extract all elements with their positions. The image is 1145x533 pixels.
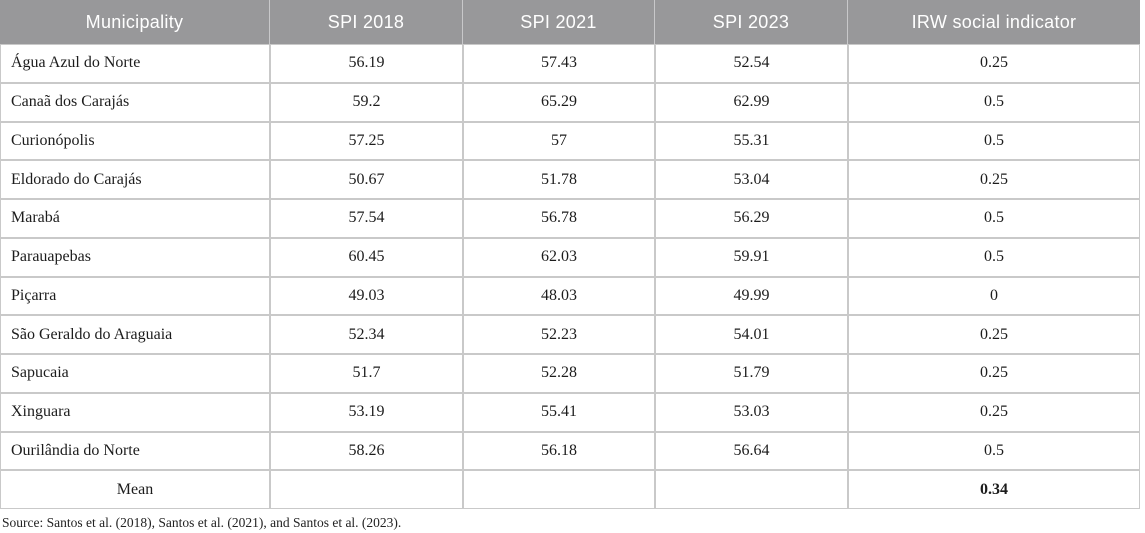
mean-spi-2018-cell <box>270 470 463 509</box>
cell-irw: 0.5 <box>848 199 1140 238</box>
cell-spi-2023: 53.03 <box>655 392 848 432</box>
cell-spi-2021: 52.28 <box>463 354 655 393</box>
cell-spi-2018: 60.45 <box>270 237 463 277</box>
table-row: Canaã dos Carajás 59.2 65.29 62.99 0.5 <box>0 82 1140 122</box>
cell-spi-2021: 51.78 <box>463 160 655 199</box>
cell-irw: 0.5 <box>848 121 1140 161</box>
cell-municipality: Ourilândia do Norte <box>0 431 270 471</box>
cell-spi-2018: 58.26 <box>270 431 463 471</box>
cell-spi-2021: 56.18 <box>463 431 655 471</box>
cell-irw: 0.25 <box>848 160 1140 199</box>
cell-spi-2018: 51.7 <box>270 354 463 393</box>
mean-row: Mean 0.34 <box>0 470 1140 509</box>
cell-irw: 0 <box>848 276 1140 316</box>
cell-spi-2018: 57.25 <box>270 121 463 161</box>
cell-municipality: Parauapebas <box>0 237 270 277</box>
table-footer-rows: Mean 0.34 <box>0 470 1140 509</box>
cell-irw: 0.25 <box>848 392 1140 432</box>
cell-spi-2018: 50.67 <box>270 160 463 199</box>
table-row: Xinguara 53.19 55.41 53.03 0.25 <box>0 392 1140 432</box>
table-row: Marabá 57.54 56.78 56.29 0.5 <box>0 199 1140 238</box>
table-row: Eldorado do Carajás 50.67 51.78 53.04 0.… <box>0 160 1140 199</box>
cell-spi-2018: 56.19 <box>270 44 463 83</box>
cell-spi-2023: 51.79 <box>655 354 848 393</box>
table-header: Municipality SPI 2018 SPI 2021 SPI 2023 … <box>0 0 1140 44</box>
cell-irw: 0.5 <box>848 82 1140 122</box>
cell-spi-2023: 52.54 <box>655 44 848 83</box>
cell-spi-2021: 55.41 <box>463 392 655 432</box>
mean-spi-2023-cell <box>655 470 848 509</box>
spi-municipality-table: Municipality SPI 2018 SPI 2021 SPI 2023 … <box>0 0 1140 509</box>
cell-municipality: Canaã dos Carajás <box>0 82 270 122</box>
table-row: Curionópolis 57.25 57 55.31 0.5 <box>0 121 1140 161</box>
cell-spi-2018: 59.2 <box>270 82 463 122</box>
cell-irw: 0.25 <box>848 315 1140 354</box>
table-row: Sapucaia 51.7 52.28 51.79 0.25 <box>0 354 1140 393</box>
cell-spi-2021: 56.78 <box>463 199 655 238</box>
cell-spi-2023: 56.29 <box>655 199 848 238</box>
cell-spi-2023: 54.01 <box>655 315 848 354</box>
cell-irw: 0.25 <box>848 44 1140 83</box>
cell-spi-2018: 52.34 <box>270 315 463 354</box>
table-row: Água Azul do Norte 56.19 57.43 52.54 0.2… <box>0 44 1140 83</box>
cell-municipality: Xinguara <box>0 392 270 432</box>
table-body: Água Azul do Norte 56.19 57.43 52.54 0.2… <box>0 44 1140 471</box>
cell-spi-2018: 49.03 <box>270 276 463 316</box>
cell-irw: 0.25 <box>848 354 1140 393</box>
cell-spi-2018: 57.54 <box>270 199 463 238</box>
column-header-municipality: Municipality <box>0 0 270 44</box>
mean-label-cell: Mean <box>0 470 270 509</box>
cell-municipality: Água Azul do Norte <box>0 44 270 83</box>
cell-municipality: Piçarra <box>0 276 270 316</box>
source-note: Source: Santos et al. (2018), Santos et … <box>2 515 402 530</box>
cell-spi-2021: 57.43 <box>463 44 655 83</box>
cell-spi-2023: 55.31 <box>655 121 848 161</box>
cell-spi-2023: 56.64 <box>655 431 848 471</box>
cell-municipality: Eldorado do Carajás <box>0 160 270 199</box>
cell-spi-2023: 62.99 <box>655 82 848 122</box>
cell-spi-2021: 52.23 <box>463 315 655 354</box>
table-row: Piçarra 49.03 48.03 49.99 0 <box>0 276 1140 316</box>
cell-spi-2018: 53.19 <box>270 392 463 432</box>
cell-municipality: Curionópolis <box>0 121 270 161</box>
table-row: Parauapebas 60.45 62.03 59.91 0.5 <box>0 237 1140 277</box>
table-row: Ourilândia do Norte 58.26 56.18 56.64 0.… <box>0 431 1140 471</box>
cell-spi-2023: 59.91 <box>655 237 848 277</box>
mean-irw-cell: 0.34 <box>848 470 1140 509</box>
cell-spi-2021: 57 <box>463 121 655 161</box>
column-header-spi-2021: SPI 2021 <box>463 0 655 44</box>
header-row: Municipality SPI 2018 SPI 2021 SPI 2023 … <box>0 0 1140 44</box>
cell-spi-2021: 62.03 <box>463 237 655 277</box>
cell-municipality: São Geraldo do Araguaia <box>0 315 270 354</box>
mean-spi-2021-cell <box>463 470 655 509</box>
cell-spi-2021: 65.29 <box>463 82 655 122</box>
column-header-spi-2023: SPI 2023 <box>655 0 848 44</box>
cell-irw: 0.5 <box>848 237 1140 277</box>
column-header-spi-2018: SPI 2018 <box>270 0 463 44</box>
cell-spi-2023: 53.04 <box>655 160 848 199</box>
cell-municipality: Sapucaia <box>0 354 270 393</box>
cell-spi-2023: 49.99 <box>655 276 848 316</box>
column-header-irw: IRW social indicator <box>848 0 1140 44</box>
cell-spi-2021: 48.03 <box>463 276 655 316</box>
cell-municipality: Marabá <box>0 199 270 238</box>
cell-irw: 0.5 <box>848 431 1140 471</box>
table-row: São Geraldo do Araguaia 52.34 52.23 54.0… <box>0 315 1140 354</box>
